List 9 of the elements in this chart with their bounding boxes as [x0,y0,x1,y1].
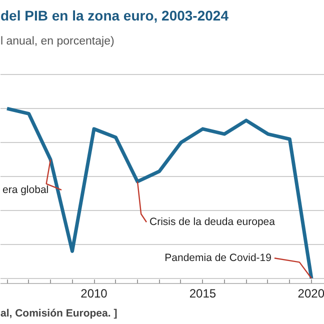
annotation: era global [2,184,49,196]
chart-title: del PIB en la zona euro, 2003-2024 [0,8,229,24]
annotation: Pandemia de Covid-19 [164,252,272,264]
x-tick-label: 2020 [298,286,324,300]
x-tick-label: 2015 [189,286,216,300]
x-tick-label: 2010 [80,286,108,300]
chart-subtitle: l anual, en porcentaje) [0,36,114,48]
annotation: Crisis de la deuda europea [149,216,276,228]
text: al, Comisión Europea. ] [0,308,118,320]
